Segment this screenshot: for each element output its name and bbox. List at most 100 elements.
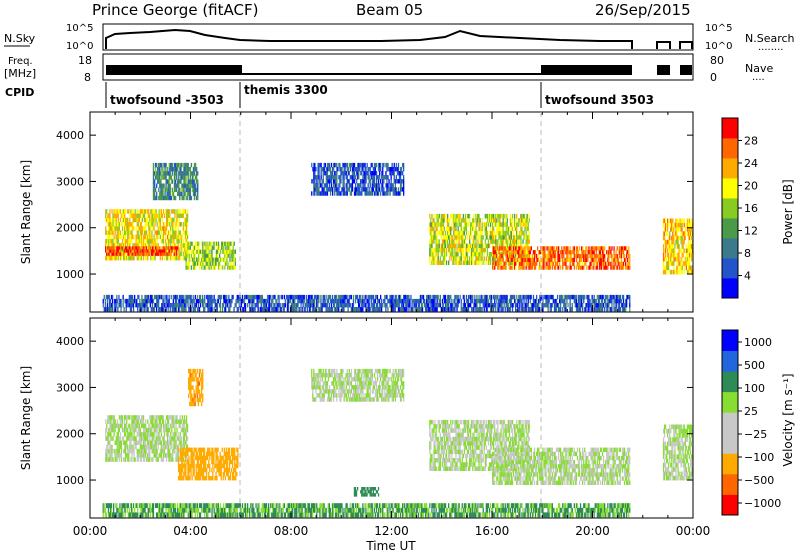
power-echo-cell	[681, 231, 683, 236]
power-echo-cell	[433, 307, 435, 312]
power-echo-cell	[399, 191, 402, 196]
power-echo-cell	[376, 175, 379, 180]
power-echo-cell	[138, 251, 140, 257]
power-echo-cell	[550, 250, 552, 255]
power-echo-cell	[616, 254, 618, 259]
power-echo-cell	[184, 167, 186, 172]
power-echo-cell	[622, 254, 625, 259]
power-echo-cell	[375, 191, 378, 196]
power-echo-cell	[487, 213, 490, 219]
power-echo-cell	[336, 162, 338, 168]
power-echo-cell	[449, 235, 451, 240]
power-echo-cell	[178, 162, 180, 168]
power-echo-cell	[578, 265, 581, 270]
power-echo-cell	[507, 303, 509, 308]
power-echo-cell	[497, 222, 499, 227]
power-echo-cell	[682, 261, 684, 266]
power-echo-cell	[672, 244, 674, 249]
power-echo-cell	[579, 257, 582, 262]
power-echo-cell	[165, 298, 167, 304]
power-echo-cell	[327, 294, 329, 300]
power-echo-cell	[320, 307, 322, 312]
power-echo-cell	[498, 298, 500, 304]
power-echo-cell	[478, 260, 480, 265]
power-echo-cell	[105, 226, 107, 231]
power-echo-cell	[176, 183, 178, 188]
power-echo-cell	[336, 307, 338, 312]
power-echo-cell	[516, 222, 518, 227]
power-echo-cell	[115, 234, 117, 240]
power-echo-cell	[682, 218, 684, 224]
power-echo-cell	[213, 257, 215, 262]
power-echo-cell	[286, 298, 289, 304]
power-echo-cell	[340, 191, 342, 196]
power-echo-cell	[169, 230, 171, 235]
power-echo-cell	[495, 239, 497, 244]
power-echo-cell	[533, 298, 536, 304]
power-echo-cell	[148, 252, 151, 256]
power-echo-cell	[174, 187, 177, 192]
power-echo-cell	[329, 307, 331, 312]
power-echo-cell	[382, 167, 384, 172]
power-echo-cell	[484, 243, 486, 249]
power-echo-cell	[342, 294, 344, 300]
power-echo-cell	[170, 234, 172, 240]
power-echo-cell	[361, 191, 363, 196]
power-echo-cell	[164, 243, 167, 248]
power-echo-cell	[330, 162, 333, 168]
power-echo-cell	[502, 218, 504, 223]
power-echo-cell	[185, 303, 187, 308]
power-echo-cell	[494, 218, 496, 223]
power-echo-cell	[352, 303, 355, 308]
power-echo-cell	[156, 213, 158, 218]
power-echo-cell	[395, 303, 397, 308]
power-echo-cell	[497, 294, 499, 300]
power-echo-cell	[375, 307, 378, 312]
power-echo-cell	[170, 226, 172, 231]
power-echo-cell	[526, 250, 528, 255]
power-echo-cell	[676, 227, 678, 232]
power-echo-cell	[127, 230, 129, 235]
power-echo-cell	[182, 226, 184, 231]
power-echo-cell	[322, 167, 324, 172]
power-echo-cell	[385, 183, 387, 188]
power-echo-cell	[184, 171, 186, 176]
power-echo-cell	[495, 307, 497, 312]
power-echo-cell	[395, 298, 397, 304]
power-echo-cell	[556, 294, 559, 300]
power-echo-cell	[616, 246, 618, 251]
power-echo-cell	[157, 234, 159, 240]
power-echo-cell	[326, 171, 329, 176]
power-echo-cell	[110, 217, 112, 223]
power-echo-cell	[131, 247, 133, 252]
power-echo-cell	[538, 307, 540, 312]
power-echo-cell	[493, 294, 495, 300]
power-echo-cell	[438, 303, 440, 308]
power-echo-cell	[375, 179, 378, 184]
power-echo-cell	[184, 303, 186, 308]
power-echo-cell	[102, 303, 104, 308]
power-echo-cell	[105, 230, 107, 235]
power-echo-cell	[213, 298, 215, 304]
power-echo-cell	[440, 226, 442, 232]
power-echo-cell	[577, 261, 580, 266]
power-echo-cell	[153, 171, 156, 176]
power-echo-cell	[521, 213, 523, 219]
power-echo-cell	[368, 179, 370, 184]
power-echo-cell	[492, 256, 494, 261]
power-echo-cell	[578, 307, 581, 312]
power-echo-cell	[293, 303, 295, 308]
power-echo-cell	[190, 294, 192, 300]
power-echo-cell	[441, 260, 444, 265]
power-echo-cell	[502, 222, 504, 227]
power-echo-cell	[520, 226, 522, 232]
power-echo-cell	[392, 303, 394, 308]
power-echo-cell	[186, 241, 188, 246]
power-echo-cell	[546, 254, 548, 259]
power-echo-cell	[525, 254, 527, 259]
power-echo-cell	[400, 167, 403, 172]
power-echo-cell	[316, 183, 318, 188]
power-echo-cell	[324, 162, 326, 168]
power-echo-cell	[477, 298, 479, 304]
power-echo-cell	[343, 294, 345, 300]
